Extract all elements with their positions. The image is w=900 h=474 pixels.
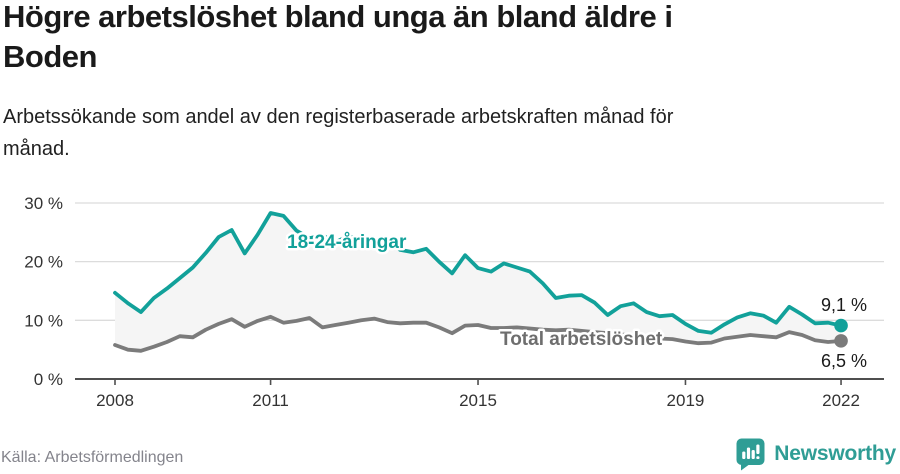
source-note: Källa: Arbetsförmedlingen bbox=[1, 449, 184, 466]
line-chart: 18-24-åringar Total arbetslöshet 9,1 % 6… bbox=[24, 194, 884, 410]
youth-series-label: 18-24-åringar bbox=[287, 232, 407, 253]
newsworthy-wordmark: Newsworthy bbox=[774, 442, 896, 465]
x-tick-label: 2015 bbox=[459, 391, 497, 410]
x-tick-label: 2011 bbox=[252, 391, 289, 410]
chart-title: Högre arbetslöshet bland unga än bland ä… bbox=[3, 0, 673, 74]
youth-line bbox=[113, 211, 843, 335]
y-tick-label: 20 % bbox=[24, 253, 63, 272]
axis-tick-labels: 2008 2011 2015 2019 2022 0 % 10 % 20 % 30 % bbox=[24, 194, 860, 410]
x-axis bbox=[75, 378, 884, 385]
total-end-dot bbox=[834, 334, 848, 348]
youth-end-dot bbox=[834, 318, 848, 333]
x-tick-label: 2019 bbox=[667, 391, 705, 410]
newsworthy-icon-bars bbox=[742, 444, 760, 459]
total-end-value: 6,5 % bbox=[821, 351, 867, 371]
total-line bbox=[113, 314, 843, 353]
y-tick-label: 30 % bbox=[24, 194, 63, 213]
youth-end-value: 9,1 % bbox=[821, 295, 867, 315]
total-series-label: Total arbetslöshet bbox=[500, 329, 663, 350]
chart-subtitle: Arbetssökande som andel av den registerb… bbox=[3, 106, 674, 160]
newsworthy-icon bbox=[736, 438, 765, 471]
y-tick-label: 10 % bbox=[24, 311, 63, 330]
newsworthy-logo: Newsworthy bbox=[735, 437, 896, 471]
y-tick-label: 0 % bbox=[34, 370, 63, 389]
x-tick-label: 2022 bbox=[822, 391, 860, 410]
x-tick-label: 2008 bbox=[96, 391, 134, 410]
